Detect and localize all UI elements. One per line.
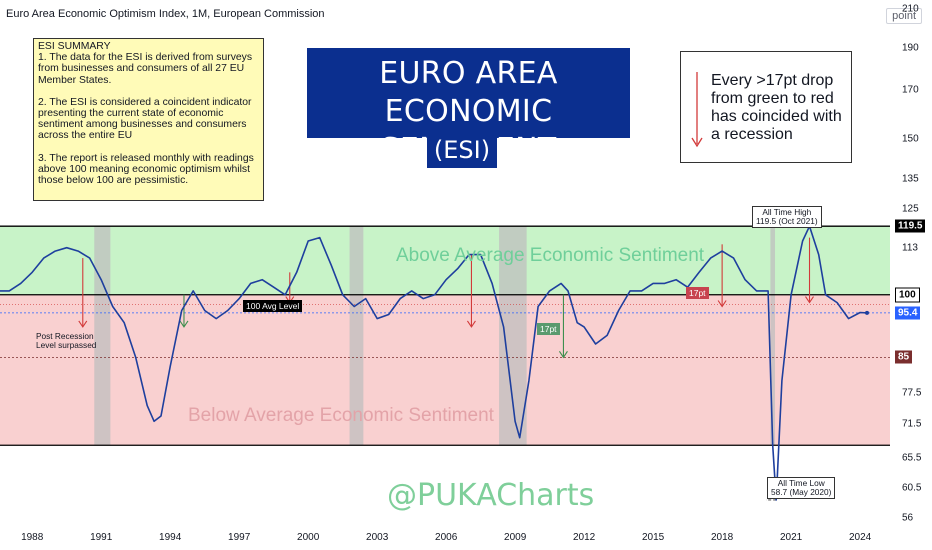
- above-average-zone: [0, 226, 890, 295]
- all-time-high-label: All Time High 119.5 (Oct 2021): [752, 206, 822, 228]
- y-tick-label: 125: [902, 203, 919, 215]
- x-tick-label: 2006: [435, 532, 458, 543]
- unit-selector[interactable]: point: [886, 8, 922, 24]
- x-tick-label: 2012: [573, 532, 596, 543]
- y-badge: 85: [895, 350, 913, 364]
- y-tick-label: 113: [902, 242, 918, 254]
- drop-arrow-head: [805, 296, 814, 304]
- recession-note-text: Every >17pt drop from green to red has c…: [711, 72, 842, 143]
- y-badge: 119.5: [895, 219, 926, 233]
- y-tick-label: 135: [902, 173, 919, 185]
- drop-arrow-head: [466, 320, 476, 328]
- drop-tag-2011: 17pt: [537, 323, 560, 335]
- drop-arrow-head: [179, 320, 189, 328]
- below-average-label: Below Average Economic Sentiment: [188, 405, 494, 426]
- recession-bar: [770, 226, 776, 446]
- all-time-low-label: All Time Low 58.7 (May 2020): [767, 477, 836, 499]
- zone-layer: [0, 226, 890, 446]
- y-tick-label: 190: [902, 42, 919, 54]
- esi-last-point: [865, 310, 870, 315]
- y-tick-label: 60.5: [902, 482, 922, 494]
- y-tick-label: 77.5: [902, 387, 922, 399]
- y-tick-label: 71.5: [902, 418, 922, 430]
- drop-arrows: [78, 237, 814, 359]
- y-tick-label: 56: [902, 512, 914, 524]
- x-tick-label: 2003: [366, 532, 389, 543]
- drop-arrow-head: [78, 320, 88, 328]
- y-tick-label: 210: [902, 3, 919, 15]
- y-tick-label: 170: [902, 84, 919, 96]
- summary-point-2: 2. The ESI is considered a coincident in…: [38, 96, 252, 142]
- above-average-label: Above Average Economic Sentiment: [396, 245, 705, 266]
- reference-lines: [0, 222, 890, 501]
- x-tick-label: 2021: [779, 532, 803, 543]
- y-tick-label: 65.5: [902, 452, 922, 464]
- x-tick-label: 1997: [228, 532, 251, 543]
- x-tick-label: 2015: [642, 532, 665, 543]
- summary-point-3: 3. The report is released monthly with r…: [38, 152, 254, 187]
- chart-title: Euro Area Economic Optimism Index, 1M, E…: [6, 8, 325, 20]
- summary-point-1: 1. The data for the ESI is derived from …: [38, 52, 253, 86]
- y-badge: 95.4: [895, 306, 921, 320]
- x-tick-label: 2009: [504, 532, 527, 543]
- x-tick-label: 2024: [848, 532, 872, 543]
- x-tick-label: 2000: [297, 532, 320, 543]
- recession-note-box: Every >17pt drop from green to red has c…: [680, 51, 852, 163]
- x-tick-label: 1988: [21, 532, 44, 543]
- drop-tag-2018: 17pt: [686, 287, 709, 299]
- esi-series-line: [0, 225, 868, 501]
- headline-line-1: EURO AREA ECONOMIC: [379, 56, 558, 129]
- down-arrow-icon: [691, 72, 703, 148]
- headline-box: EURO AREA ECONOMIC SENTIMENT INDICATOR: [307, 48, 630, 205]
- recession-bar: [94, 226, 111, 446]
- y-badge: 100: [895, 287, 920, 303]
- below-average-zone: [0, 294, 890, 446]
- post-recession-label: Post Recession Level surpassed: [36, 331, 97, 350]
- avg-level-tag: 100 Avg Level: [243, 300, 303, 312]
- x-tick-label: 2018: [710, 532, 734, 543]
- watermark: @PUKACharts: [387, 478, 595, 513]
- x-tick-label: 1994: [159, 532, 182, 543]
- series-layer: [0, 225, 870, 501]
- x-tick-label: 1991: [90, 532, 113, 543]
- drop-arrow-head: [717, 300, 727, 308]
- y-tick-label: 150: [902, 133, 919, 145]
- recession-bar: [349, 226, 364, 446]
- summary-heading: ESI SUMMARY: [38, 41, 111, 52]
- headline-line-3: (ESI): [427, 133, 497, 168]
- esi-summary-box: ESI SUMMARY 1. The data for the ESI is d…: [33, 38, 264, 201]
- drop-arrow-head: [558, 351, 568, 359]
